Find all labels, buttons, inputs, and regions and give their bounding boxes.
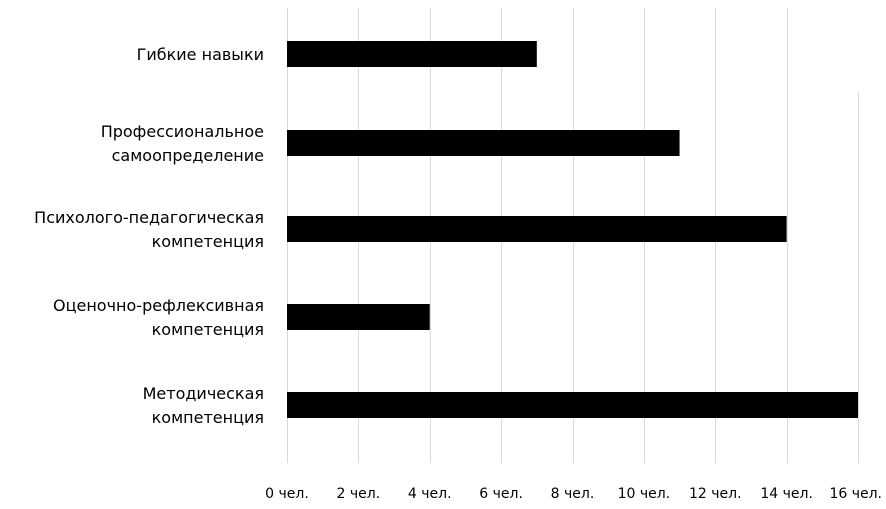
x-tick-labels: 0 чел. 2 чел. 4 чел. 6 чел. 8 чел. 10 чел. 12 … bbox=[265, 486, 882, 502]
bars bbox=[287, 41, 858, 418]
x-tick-label-4: 4 чел. bbox=[408, 486, 452, 502]
category-label-0: Гибкие навыки bbox=[137, 45, 264, 64]
x-tick-label-14: 14 чел. bbox=[760, 486, 813, 502]
bar-1 bbox=[287, 130, 680, 156]
category-label-line: Гибкие навыки bbox=[137, 45, 264, 64]
bar-2 bbox=[287, 216, 787, 242]
category-labels: Гибкие навыки Профессиональное самоопредел… bbox=[34, 45, 264, 427]
x-tick-label-16: 16 чел. bbox=[829, 486, 882, 502]
bar-4 bbox=[287, 392, 858, 418]
category-label-2: Психолого-педагогическая компетенция bbox=[34, 208, 264, 251]
bar-3 bbox=[287, 304, 430, 330]
category-label-line: компетенция bbox=[152, 408, 264, 427]
category-label-1: Профессиональное самоопределение bbox=[101, 122, 264, 165]
x-tick-label-0: 0 чел. bbox=[265, 486, 309, 502]
x-tick-label-8: 8 чел. bbox=[551, 486, 595, 502]
bar-0 bbox=[287, 41, 537, 67]
x-tick-label-2: 2 чел. bbox=[337, 486, 381, 502]
category-label-line: Методическая bbox=[143, 384, 264, 403]
category-label-line: самоопределение bbox=[112, 146, 264, 165]
x-tick-label-6: 6 чел. bbox=[479, 486, 523, 502]
x-tick-label-10: 10 чел. bbox=[618, 486, 671, 502]
category-label-4: Методическая компетенция bbox=[143, 384, 264, 427]
x-tick-label-12: 12 чел. bbox=[689, 486, 742, 502]
category-label-3: Оценочно-рефлексивная компетенция bbox=[53, 296, 264, 339]
category-label-line: компетенция bbox=[152, 232, 264, 251]
category-label-line: компетенция bbox=[152, 320, 264, 339]
category-label-line: Психолого-педагогическая bbox=[34, 208, 264, 227]
category-label-line: Оценочно-рефлексивная bbox=[53, 296, 264, 315]
category-label-line: Профессиональное bbox=[101, 122, 264, 141]
